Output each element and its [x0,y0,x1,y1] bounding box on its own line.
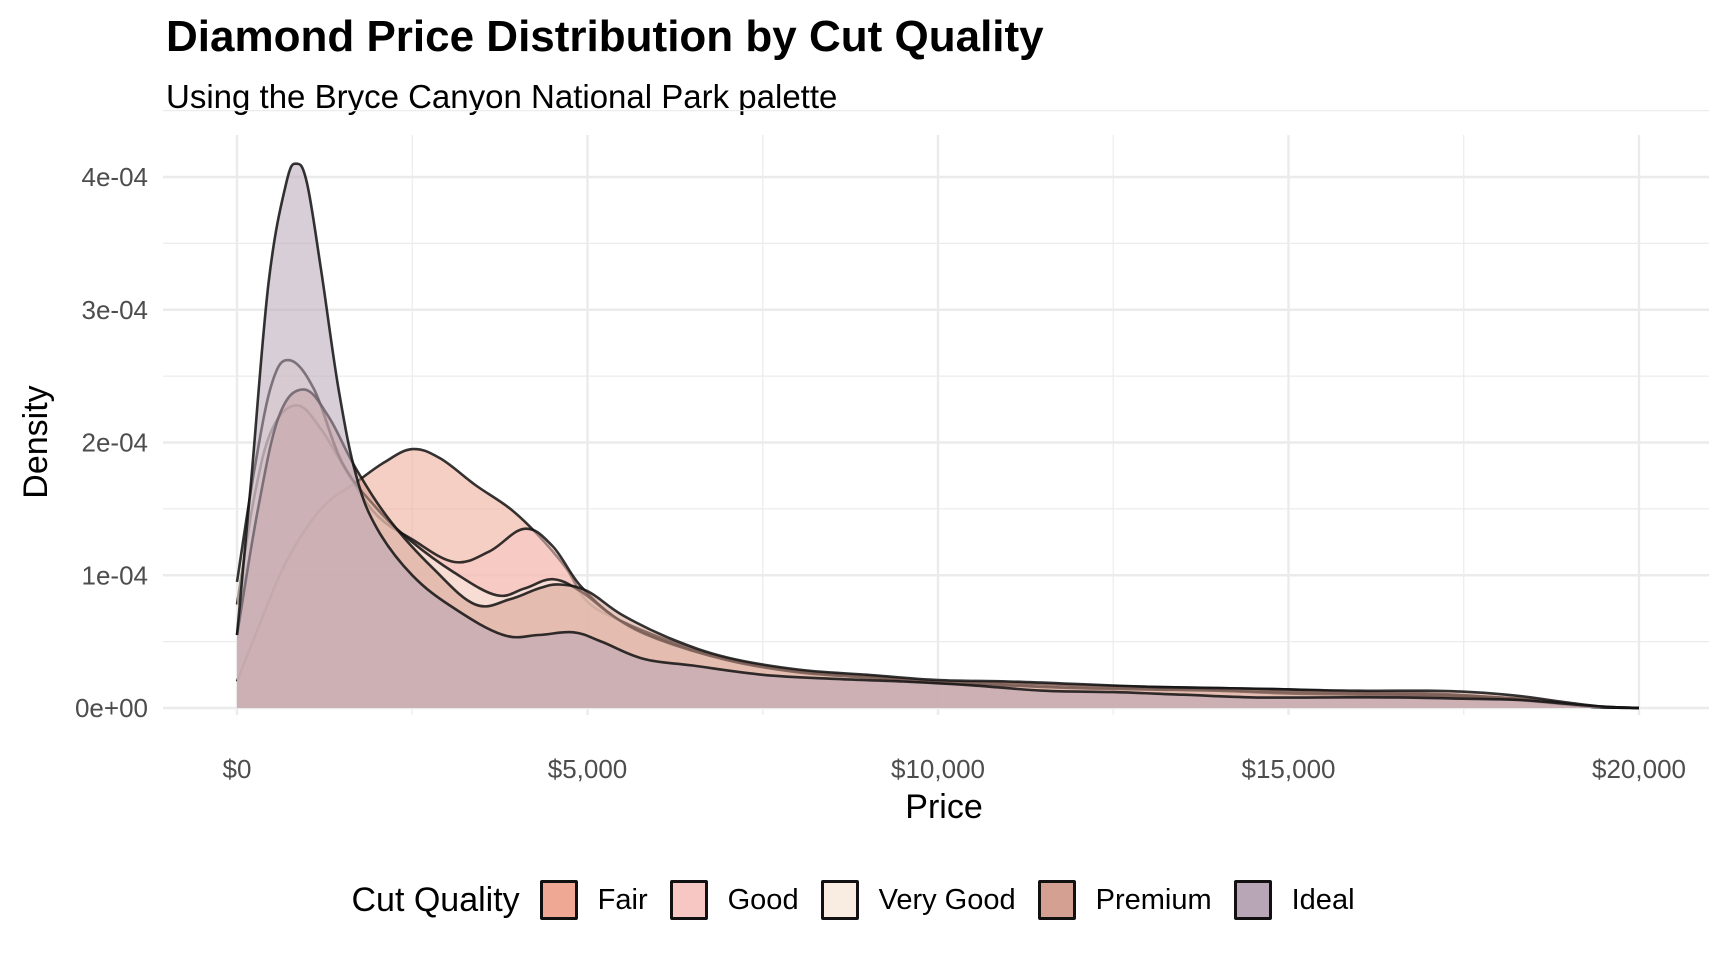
x-tick-label: $20,000 [1592,754,1686,784]
legend-item-very-good: Very Good [820,880,1016,920]
y-tick-label: 2e-04 [82,428,149,458]
legend-swatch [1037,880,1076,920]
legend-item-fair: Fair [539,880,648,920]
x-tick-label: $5,000 [548,754,628,784]
legend-label: Very Good [878,883,1016,916]
y-axis-ticks: 0e+00 1e-04 2e-04 3e-04 4e-04 [75,162,148,723]
legend-label: Premium [1095,883,1212,916]
y-tick-label: 0e+00 [75,693,148,723]
legend-title: Cut Quality [351,880,520,919]
y-tick-label: 4e-04 [82,162,149,192]
y-tick-label: 3e-04 [82,295,149,325]
y-tick-label: 1e-04 [82,560,149,590]
density-area [237,163,1639,708]
x-axis-ticks: $0 $5,000 $10,000 $15,000 $20,000 [223,754,1686,784]
density-series-ideal [235,162,1640,710]
legend-swatch [539,880,578,920]
x-axis-title: Price [905,788,982,826]
x-tick-label: $15,000 [1242,754,1336,784]
legend-swatch [820,880,859,920]
chart-subtitle: Using the Bryce Canyon National Park pal… [166,78,838,115]
x-tick-label: $0 [223,754,252,784]
chart-title: Diamond Price Distribution by Cut Qualit… [166,12,1044,61]
density-area [237,389,1639,708]
density-outline [235,162,1640,710]
legend-swatch [1233,880,1272,920]
legend: Cut Quality Fair Good Very Good Premium Idea… [0,880,1728,920]
legend-label: Ideal [1291,883,1355,916]
legend-swatch [669,880,708,920]
y-axis-title: Density [17,385,55,498]
x-tick-label: $10,000 [891,754,985,784]
density-areas [235,162,1640,710]
legend-item-premium: Premium [1037,880,1212,920]
legend-label: Fair [597,883,648,916]
legend-item-ideal: Ideal [1233,880,1355,920]
legend-label: Good [727,883,799,916]
legend-item-good: Good [669,880,799,920]
